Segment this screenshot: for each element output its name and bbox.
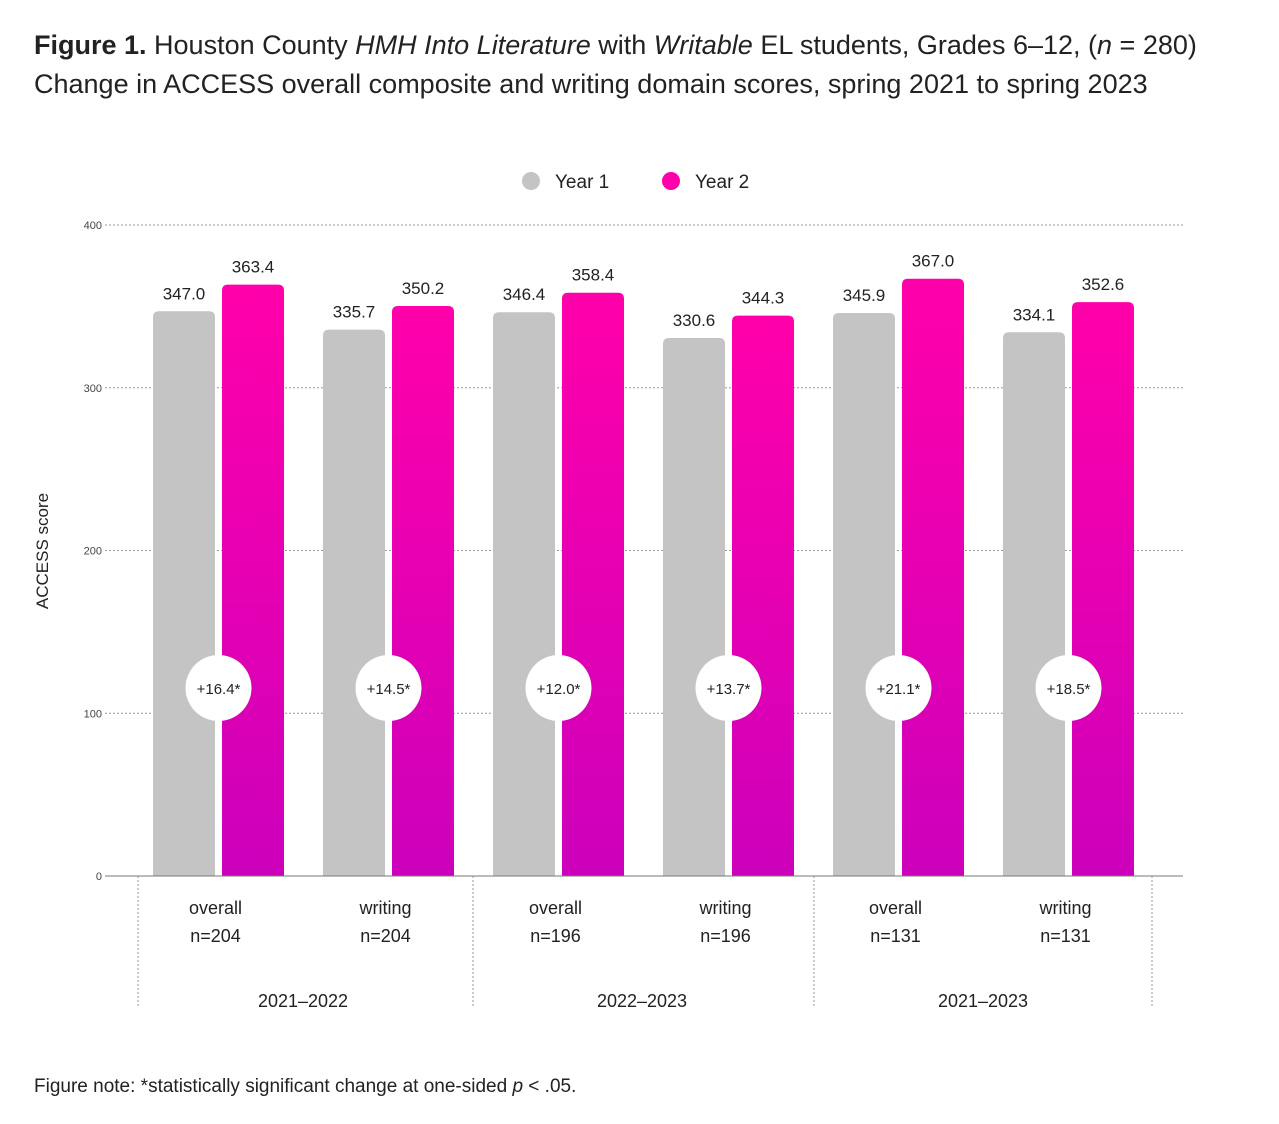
y-tick-label: 300 bbox=[84, 383, 102, 395]
change-label: +18.5* bbox=[1047, 681, 1091, 698]
title-part: EL students, Grades 6–12, ( bbox=[752, 30, 1098, 60]
bar-year-1 bbox=[323, 329, 385, 876]
legend-label: Year 1 bbox=[555, 172, 609, 193]
title-n: n bbox=[1097, 30, 1113, 60]
title-line-2: Change in ACCESS overall composite and w… bbox=[34, 69, 1148, 99]
bar-value-label: 344.3 bbox=[742, 289, 785, 308]
y-tick-label: 0 bbox=[96, 871, 102, 883]
figure-note: Figure note: *statistically significant … bbox=[34, 1076, 576, 1098]
x-category-label: writing bbox=[1038, 898, 1091, 918]
bar-value-label: 352.6 bbox=[1082, 275, 1125, 294]
x-category-label: overall bbox=[189, 898, 242, 918]
legend-swatch bbox=[522, 172, 540, 190]
title-product: Writable bbox=[653, 30, 753, 60]
bar-year-1 bbox=[153, 311, 215, 876]
title-line-1: Figure 1. Houston County HMH Into Litera… bbox=[34, 26, 1197, 65]
bar-year-2 bbox=[392, 306, 454, 876]
legend: Year 1 Year 2 bbox=[522, 172, 749, 193]
bar-year-1 bbox=[493, 312, 555, 876]
bar-value-label: 358.4 bbox=[572, 266, 615, 285]
title-part: Houston County bbox=[146, 30, 356, 60]
change-bubble bbox=[865, 655, 932, 721]
change-label: +13.7* bbox=[707, 681, 751, 698]
bar-year-2 bbox=[902, 278, 964, 876]
bar-year-2 bbox=[222, 284, 284, 876]
figure-title: Figure 1. Houston County HMH Into Litera… bbox=[34, 26, 1197, 104]
bar-year-1 bbox=[833, 313, 895, 877]
x-category-label: overall bbox=[869, 898, 922, 918]
bar-value-label: 350.2 bbox=[402, 279, 445, 298]
x-axis: overall n=204 writing n=204 overall n=196 writ… bbox=[105, 875, 1183, 1011]
change-bubble bbox=[185, 655, 252, 721]
title-part: with bbox=[590, 30, 654, 60]
x-category-label: overall bbox=[529, 898, 582, 918]
x-category-n: n=131 bbox=[870, 926, 921, 946]
bar-value-label: 335.7 bbox=[333, 303, 376, 322]
figure-label: Figure 1. bbox=[34, 30, 147, 60]
bar-year-1 bbox=[663, 337, 725, 876]
bar-value-label: 363.4 bbox=[232, 258, 275, 277]
legend-label: Year 2 bbox=[695, 172, 749, 193]
x-group-label: 2021–2022 bbox=[258, 991, 348, 1011]
bar-year-2 bbox=[562, 292, 624, 877]
change-label: +14.5* bbox=[367, 681, 411, 698]
note-p: p bbox=[512, 1076, 524, 1097]
x-category-label: writing bbox=[358, 898, 411, 918]
note-text: < .05. bbox=[523, 1076, 577, 1097]
x-category-n: n=204 bbox=[190, 926, 241, 946]
bar-year-2 bbox=[1072, 302, 1134, 876]
title-part: = 280) bbox=[1112, 30, 1197, 60]
y-axis-label: ACCESS score bbox=[33, 493, 52, 609]
change-bubble bbox=[525, 655, 592, 721]
x-group-label: 2022–2023 bbox=[597, 991, 687, 1011]
bars: 347.0 363.4 +16.4* 335.7 350.2 +14.5* 346.4 358… bbox=[153, 252, 1134, 877]
y-axis-ticks: 0 100 200 300 400 bbox=[84, 220, 102, 883]
change-label: +16.4* bbox=[197, 681, 241, 698]
change-bubble bbox=[355, 655, 422, 721]
title-program: HMH Into Literature bbox=[355, 30, 591, 60]
change-label: +21.1* bbox=[877, 681, 921, 698]
bar-value-label: 347.0 bbox=[163, 284, 206, 303]
bar-value-label: 334.1 bbox=[1013, 305, 1056, 324]
bar-value-label: 330.6 bbox=[673, 311, 716, 330]
x-category-n: n=204 bbox=[360, 926, 411, 946]
bar-value-label: 345.9 bbox=[843, 286, 886, 305]
change-bubble bbox=[1035, 655, 1102, 721]
bar-value-label: 367.0 bbox=[912, 252, 955, 271]
bar-year-1 bbox=[1003, 332, 1065, 876]
x-category-n: n=196 bbox=[530, 926, 581, 946]
y-tick-label: 400 bbox=[84, 220, 102, 232]
note-text: Figure note: *statistically significant … bbox=[34, 1076, 513, 1097]
y-tick-label: 100 bbox=[84, 708, 102, 720]
change-bubble bbox=[695, 655, 762, 721]
x-group-label: 2021–2023 bbox=[938, 991, 1028, 1011]
y-tick-label: 200 bbox=[84, 546, 102, 558]
bar-year-2 bbox=[732, 315, 794, 877]
legend-swatch bbox=[662, 172, 680, 190]
x-category-n: n=196 bbox=[700, 926, 751, 946]
change-label: +12.0* bbox=[537, 681, 581, 698]
bar-value-label: 346.4 bbox=[503, 285, 546, 304]
x-category-n: n=131 bbox=[1040, 926, 1091, 946]
x-category-label: writing bbox=[698, 898, 751, 918]
